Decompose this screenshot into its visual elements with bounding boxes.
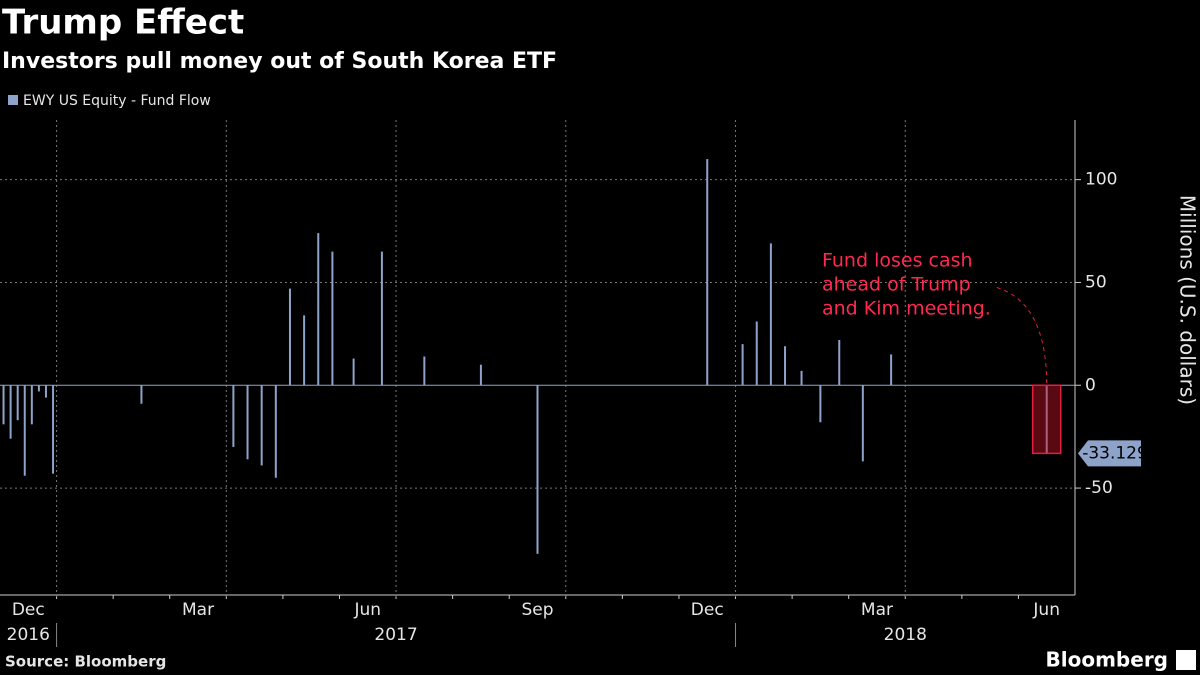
bar: [288, 288, 291, 386]
bar: [30, 385, 33, 425]
highlight-box: [1031, 384, 1062, 455]
legend-label: EWY US Equity - Fund Flow: [23, 93, 211, 109]
bar: [380, 251, 383, 386]
bar: [838, 340, 841, 386]
brand-icon: [1176, 650, 1196, 670]
x-tick-label: Mar: [182, 600, 214, 620]
bar: [52, 385, 55, 474]
x-year-label: 2017: [374, 625, 417, 645]
bar: [232, 385, 235, 447]
x-tick-label: Jun: [1032, 600, 1060, 620]
bar: [479, 364, 482, 386]
y-tick-label: 50: [1085, 272, 1107, 292]
x-tick-label: Dec: [12, 600, 45, 620]
bar: [44, 385, 47, 398]
bar: [37, 385, 40, 392]
bar: [819, 385, 822, 423]
x-tick-label: Mar: [861, 600, 893, 620]
bar: [861, 385, 864, 462]
x-year-label: 2018: [884, 625, 927, 645]
y-tick-label: 100: [1085, 170, 1117, 190]
chart-title: Trump Effect: [2, 3, 244, 43]
bar: [800, 370, 803, 386]
bar: [331, 251, 334, 386]
bar: [246, 385, 249, 460]
bar: [784, 346, 787, 386]
bar: [16, 385, 19, 421]
x-tick-label: Sep: [521, 600, 553, 620]
bar: [317, 233, 320, 386]
bar: [2, 385, 5, 425]
bar: [9, 385, 12, 439]
bar: [140, 385, 143, 404]
bar: [23, 385, 26, 476]
annotation-connector: [996, 286, 1048, 386]
bar: [536, 385, 539, 554]
x-tick-label: Jun: [353, 600, 381, 620]
bar: [260, 385, 263, 466]
bar: [423, 356, 426, 386]
x-year-label: 2016: [7, 625, 50, 645]
bar: [769, 243, 772, 386]
bar: [706, 159, 709, 386]
annotation: ahead of Trump: [822, 274, 971, 296]
legend-swatch: [8, 95, 18, 105]
x-tick-label: Dec: [691, 600, 724, 620]
y-axis-title: Millions (U.S. dollars): [1176, 195, 1200, 405]
annotation: and Kim meeting.: [822, 298, 991, 320]
annotation: Fund loses cash: [822, 250, 973, 272]
source: Source: Bloomberg: [5, 653, 166, 671]
bar: [274, 385, 277, 478]
brand: Bloomberg: [1046, 648, 1168, 672]
bar: [741, 344, 744, 386]
y-tick-label: -50: [1085, 478, 1113, 498]
value-label: -33.129: [1082, 443, 1148, 463]
bar: [1045, 385, 1048, 454]
y-tick-label: 0: [1085, 375, 1096, 395]
chart-subtitle: Investors pull money out of South Korea …: [2, 49, 557, 74]
bar: [303, 315, 306, 386]
bar: [755, 321, 758, 386]
bar: [890, 354, 893, 386]
bar: [352, 358, 355, 386]
value-label-box: [1078, 440, 1141, 467]
